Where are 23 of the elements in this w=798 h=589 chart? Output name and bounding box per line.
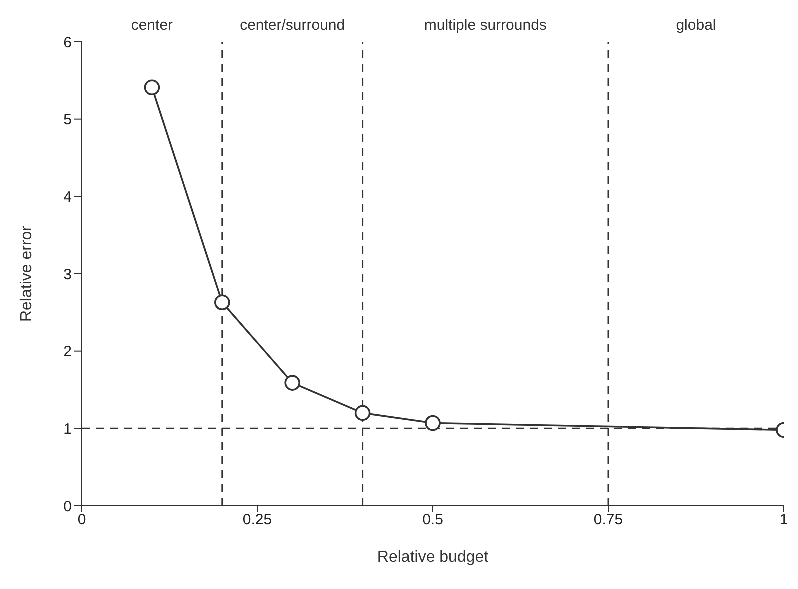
- y-tick-label: 0: [64, 498, 72, 516]
- x-tick-label: 0.75: [594, 512, 624, 529]
- x-tick-label: 1: [780, 512, 788, 529]
- y-tick-label: 2: [64, 344, 72, 361]
- text: center/surround: [240, 17, 346, 34]
- point: [144, 80, 160, 96]
- x-tick-label: 0: [78, 512, 86, 529]
- y-axis-title: Relative error: [18, 225, 36, 322]
- y-tick-label: 6: [64, 34, 72, 52]
- text: global: [676, 17, 716, 34]
- y-tick-label: 3: [64, 266, 72, 284]
- y-tick-label: 4: [64, 188, 72, 206]
- x-axis-title: Relative budget: [377, 549, 490, 566]
- y-tick-label: 1: [64, 420, 72, 438]
- point: [214, 294, 230, 311]
- point: [354, 405, 371, 422]
- point: [425, 415, 441, 432]
- text: multiple surrounds: [424, 17, 547, 34]
- text: center: [131, 17, 174, 34]
- x-tick-label: 0.5: [422, 512, 444, 529]
- y-tick-label: 5: [64, 112, 72, 129]
- point: [284, 375, 300, 391]
- x-tick-label: 0.25: [242, 512, 272, 529]
